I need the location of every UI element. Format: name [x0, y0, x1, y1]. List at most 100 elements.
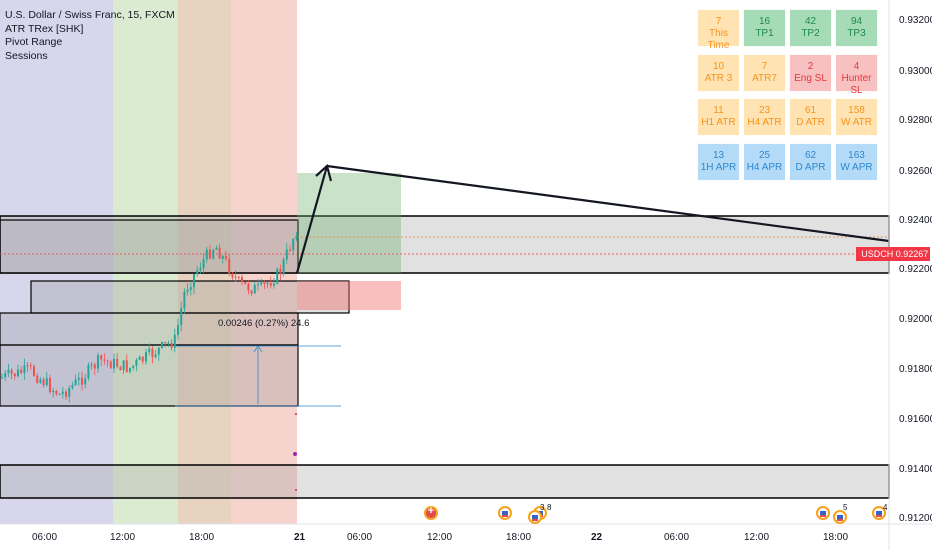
stats-label: TP1	[755, 28, 774, 39]
candle-body	[135, 360, 138, 366]
candle-body	[81, 377, 83, 385]
pivot-box-1	[0, 219, 299, 274]
stats-cell: 62 D APR	[789, 143, 832, 181]
candle-body	[13, 373, 16, 377]
y-tick: 0.93000	[899, 66, 932, 77]
candle-body	[260, 282, 263, 285]
stats-cell: 4 Hunter SL	[835, 54, 878, 96]
pivot-zone-lower	[0, 464, 890, 499]
pivot-box-3	[0, 312, 299, 346]
candle-body	[151, 348, 154, 357]
candle-body	[154, 354, 157, 357]
candle-body	[148, 348, 151, 353]
stats-value: 16	[758, 16, 771, 27]
candle-body	[196, 270, 199, 275]
candle-body	[52, 390, 55, 393]
y-tick: 0.92600	[899, 166, 932, 177]
candle-body	[250, 290, 253, 294]
candle-body	[84, 378, 87, 385]
stats-value: 163	[848, 150, 865, 161]
candle-body	[71, 385, 74, 389]
legend-symbol[interactable]: U.S. Dollar / Swiss Franc, 15, FXCM	[5, 9, 175, 21]
stats-cell: 16 TP1	[743, 9, 786, 47]
candle-body	[215, 247, 218, 250]
candle-body	[244, 282, 247, 284]
candle-body	[65, 391, 67, 397]
stats-label: W ATR	[841, 117, 872, 128]
candle-body	[125, 360, 128, 372]
price-tag: 0.92267	[894, 247, 930, 261]
event-count: 8	[547, 503, 552, 512]
candle-body	[205, 249, 208, 260]
stats-label: ATR 3	[704, 73, 733, 84]
stats-value: 62	[804, 150, 817, 161]
stats-value: 23	[758, 105, 771, 116]
candle-body	[263, 282, 266, 284]
event-flag-icon[interactable]	[872, 506, 886, 520]
y-tick: 0.91800	[899, 364, 932, 375]
x-tick: 06:00	[347, 532, 373, 543]
candle-body	[119, 366, 122, 371]
candle-body	[237, 276, 240, 278]
chart-legend[interactable]: U.S. Dollar / Swiss Franc, 15, FXCM ATR …	[5, 9, 175, 63]
candle-body	[161, 341, 163, 348]
candle-body	[45, 378, 48, 386]
candle-body	[177, 324, 179, 335]
candle-body	[49, 378, 51, 393]
position-profit-zone[interactable]	[297, 173, 401, 273]
candle-body	[132, 365, 135, 368]
event-flag-icon[interactable]	[424, 505, 438, 520]
legend-indicator-pivot[interactable]: Pivot Range	[5, 36, 63, 48]
pivot-box-2	[30, 280, 350, 314]
candle-body	[100, 355, 103, 360]
candle-body	[7, 369, 10, 374]
y-tick: 0.91400	[899, 464, 932, 475]
legend-indicator-sessions[interactable]: Sessions	[5, 49, 48, 62]
event-flag-icon[interactable]	[498, 506, 512, 520]
candle-body	[241, 277, 243, 283]
candle-body	[103, 359, 106, 361]
session-band-ny-pm	[231, 0, 297, 524]
candle-body	[116, 358, 119, 367]
legend-indicator-atr[interactable]: ATR TRex [SHK]	[5, 22, 84, 35]
marker-dot	[293, 452, 297, 456]
stats-value: 61	[804, 105, 817, 116]
stats-cell: 10 ATR 3	[697, 54, 740, 92]
candle-body	[282, 259, 285, 275]
position-loss-zone[interactable]	[297, 281, 401, 310]
candle-body	[10, 369, 13, 374]
event-count: 3	[540, 503, 545, 512]
marker-dot-small	[295, 413, 297, 415]
stats-label: Eng SL	[794, 73, 827, 84]
candle-body	[212, 249, 215, 259]
stats-value: 158	[848, 105, 865, 116]
candle-body	[273, 283, 275, 286]
candle-body	[113, 358, 115, 369]
event-flag-icon[interactable]	[528, 510, 542, 524]
stats-label: Hunter SL	[841, 73, 872, 96]
session-band-asia	[0, 0, 113, 524]
stats-value: 13	[712, 150, 725, 161]
candle-body	[295, 236, 298, 240]
event-flag-icon[interactable]	[816, 506, 830, 520]
candle-body	[276, 268, 279, 284]
trend-line[interactable]	[326, 164, 890, 243]
projection-arrow[interactable]	[295, 165, 329, 274]
candlestick-series[interactable]	[1, 231, 298, 403]
event-flag-icon[interactable]	[833, 510, 847, 524]
candle-body	[164, 341, 167, 344]
x-tick: 06:00	[32, 532, 58, 543]
candle-body	[36, 375, 39, 383]
candle-body	[29, 365, 32, 367]
stats-value: 11	[713, 105, 724, 116]
y-tick: 0.91600	[899, 414, 932, 425]
stats-label: TP2	[801, 28, 820, 39]
measure-arrowhead	[253, 345, 263, 353]
stats-value: 7	[761, 61, 768, 72]
measure-label: 0.00246 (0.27%) 24.6	[218, 318, 310, 329]
stats-label: D APR	[795, 162, 826, 173]
y-tick: 0.91200	[899, 513, 932, 524]
candle-body	[199, 267, 202, 271]
